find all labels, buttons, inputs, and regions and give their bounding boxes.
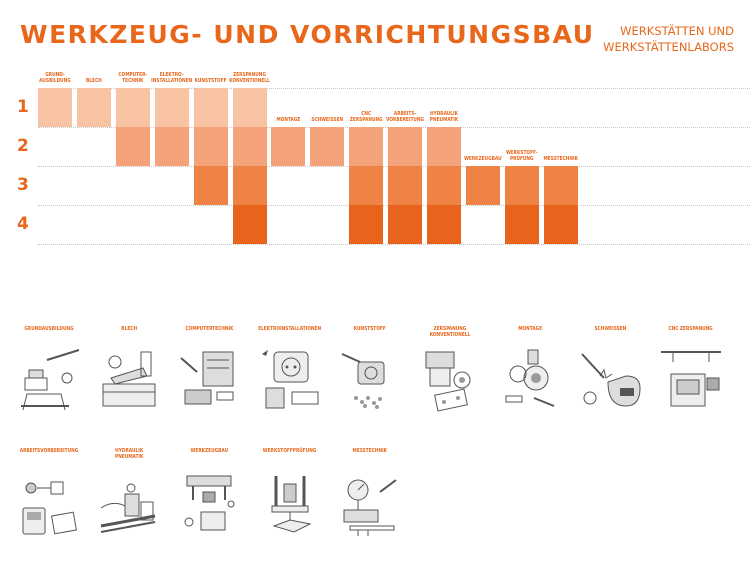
workshop-label: WERKZEUGBAU: [190, 449, 229, 454]
plastic-granulate-icon: [338, 348, 402, 412]
column-label: MESSTECHNIK: [543, 156, 578, 162]
year-cell: [504, 166, 539, 205]
workshop-label: HYDRAULIK PNEUMATIK: [114, 449, 144, 460]
lathe-chuck-icon: [418, 348, 482, 412]
year-cell: [193, 88, 228, 127]
workshop-label: BLECH: [121, 327, 138, 332]
workshop-label: MONTAGE: [518, 327, 543, 332]
column-label: COMPUTER- TECHNIK: [118, 73, 148, 84]
year-cell: [193, 166, 228, 205]
workshop-label: ELEKTROINSTALLATIONEN: [258, 327, 322, 332]
column-label: ARBEITS- VORBEREITUNG: [386, 112, 425, 123]
workshop-label: MESSTECHNIK: [352, 449, 388, 454]
page-title: WERKZEUG- UND VORRICHTUNGSBAU: [20, 20, 595, 49]
column-label: ELEKTRO- INSTALLATIONEN: [151, 73, 193, 84]
year-gridline: [38, 244, 750, 245]
year-cell: [193, 127, 228, 166]
year-label-4: 4: [17, 214, 29, 234]
subtitle-line-1: WERKSTÄTTEN UND: [620, 24, 734, 38]
gear-assembly-icon: [498, 348, 562, 412]
column-label: SCHWEISSEN: [311, 117, 344, 123]
workshop-label: SCHWEISSEN: [594, 327, 627, 332]
workshop-label: WERKSTOFFPRÜFUNG: [262, 449, 317, 454]
year-cell: [465, 166, 500, 205]
year-cell: [504, 205, 539, 244]
press-tool-icon: [177, 474, 241, 538]
page-subtitle: WERKSTÄTTEN UND WERKSTÄTTENLABORS: [603, 23, 734, 55]
year-label-2: 2: [17, 136, 29, 156]
hydraulic-valves-icon: [97, 474, 161, 538]
year-cell: [232, 127, 267, 166]
year-cell: [388, 205, 423, 244]
column-label: GRUND- AUSBILDUNG: [39, 73, 71, 84]
year-cell: [154, 88, 189, 127]
year-cell: [271, 127, 306, 166]
dial-gauge-caliper-icon: [338, 474, 402, 538]
computer-hardware-icon: [177, 348, 241, 412]
year-cell: [232, 166, 267, 205]
year-label-3: 3: [17, 175, 29, 195]
workshop-label: GRUNDAUSBILDUNG: [24, 327, 74, 332]
socket-multimeter-icon: [258, 348, 322, 412]
workshop-label: COMPUTERTECHNIK: [185, 327, 234, 332]
column-label: WERKZEUGBAU: [464, 156, 502, 162]
welding-helmet-icon: [578, 348, 642, 412]
year-cell: [349, 205, 384, 244]
workshop-label: CNC ZERSPANUNG: [668, 327, 713, 332]
column-label: CNC ZERSPANUNG: [349, 112, 383, 123]
year-cell: [154, 127, 189, 166]
workshop-label: ZERSPANUNG KONVENTIONELL: [429, 327, 471, 338]
year-cell: [543, 166, 578, 205]
subtitle-line-2: WERKSTÄTTENLABORS: [603, 40, 734, 54]
column-label: WERKSTOFF- PRÜFUNG: [505, 151, 538, 162]
sheet-metal-bender-icon: [97, 348, 161, 412]
cnc-machine-icon: [659, 348, 723, 412]
year-cell: [388, 166, 423, 205]
year-cell: [543, 205, 578, 244]
year-cell: [427, 166, 461, 205]
year-cell: [427, 127, 461, 166]
column-label: KUNSTSTOFF: [194, 78, 227, 84]
workshop-label: KUNSTSTOFF: [353, 327, 386, 332]
year-label-1: 1: [17, 97, 29, 117]
year-cell: [427, 205, 461, 244]
year-cell: [115, 127, 150, 166]
column-label: MONTAGE: [276, 117, 301, 123]
year-cell: [310, 127, 345, 166]
year-gridline: [38, 88, 750, 89]
testing-machine-icon: [258, 474, 322, 538]
column-label: ZERSPANUNG KONVENTIONELL: [229, 73, 270, 84]
year-cell: [349, 127, 384, 166]
year-cell: [349, 166, 384, 205]
year-cell: [38, 88, 72, 127]
column-label: BLECH: [86, 78, 102, 84]
workshop-label: ARBEITSVORBEREITUNG: [19, 449, 79, 454]
year-cell: [76, 88, 111, 127]
year-cell: [388, 127, 423, 166]
year-cell: [232, 88, 267, 127]
year-cell: [232, 205, 267, 244]
year-cell: [115, 88, 150, 127]
column-label: HYDRAULIK PNEUMATIK: [429, 112, 459, 123]
planning-tablet-icon: [17, 474, 81, 538]
year-matrix: 1 2 3 4 GRUND- AUSBILDUNG BLECH COMPUTER- TECH…: [0, 0, 750, 260]
vise-hacksaw-icon: [17, 348, 81, 412]
